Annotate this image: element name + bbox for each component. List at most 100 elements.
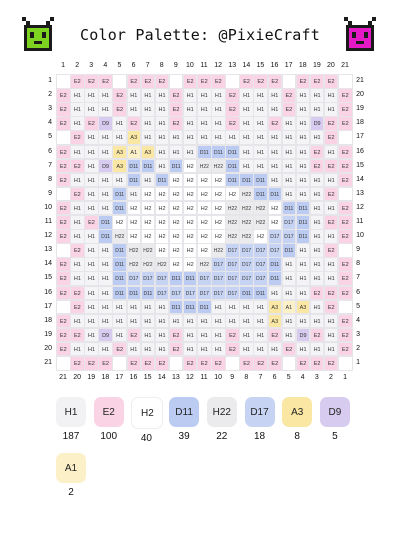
grid-cell: D17 (140, 271, 156, 286)
column-number-bottom: 8 (244, 374, 249, 382)
row-number-right: 15 (356, 161, 364, 169)
grid-cell: H2 (225, 186, 240, 202)
grid-cell: E2 (338, 144, 353, 160)
grid-cell (338, 299, 353, 315)
row-number-left: 21 (44, 359, 52, 366)
grid-cell: H1 (323, 172, 339, 188)
grid-cell: H1 (140, 327, 156, 343)
grid-cell: H1 (295, 285, 311, 301)
grid-cell: E2 (56, 172, 71, 188)
grid-cell: E2 (56, 215, 71, 230)
grid-cell: E2 (182, 356, 198, 371)
grid-cell: E2 (56, 88, 71, 103)
grid-cell: D11 (281, 243, 297, 258)
grid-cell: D11 (267, 186, 283, 202)
grid-cell: D17 (211, 285, 226, 301)
column-number-bottom: 2 (328, 374, 333, 382)
grid-cell: H1 (98, 299, 113, 315)
grid-cell: E2 (126, 116, 142, 131)
grid-cell: D11 (197, 299, 212, 315)
grid-cell: A3 (267, 313, 283, 329)
grid-cell: H22 (225, 200, 240, 216)
grid-cell: H1 (112, 172, 127, 188)
grid-cell: H1 (295, 243, 311, 258)
grid-cell: H2 (253, 229, 268, 244)
grid-cell: E2 (267, 356, 283, 371)
grid-cell: E2 (323, 356, 339, 371)
grid-cell: H2 (154, 215, 170, 230)
legend-swatch: H1 (56, 397, 86, 427)
grid-cell: E2 (323, 186, 339, 202)
legend-item: A3 8 (282, 397, 313, 442)
grid-cell: D11 (225, 144, 240, 160)
grid-cell: H22 (140, 257, 156, 272)
grid-cell: H1 (112, 116, 127, 131)
grid-cell: H2 (126, 200, 142, 216)
grid-cell: H2 (211, 215, 226, 230)
legend-count: 100 (100, 431, 118, 442)
legend-swatch: A3 (282, 397, 313, 427)
grid-cell: H1 (323, 88, 339, 103)
column-number-bottom: 21 (59, 374, 67, 382)
grid-cell: E2 (309, 74, 325, 89)
grid-cell: H1 (239, 116, 254, 131)
grid-cell: H1 (98, 102, 113, 117)
grid-cell: H2 (154, 243, 170, 258)
column-number-bottom: 14 (157, 374, 166, 382)
row-number-left: 6 (48, 147, 52, 155)
grid-cell (338, 356, 353, 371)
grid-cell: H1 (295, 116, 311, 131)
grid-cell: D17 (225, 257, 240, 272)
row-number-right: 10 (356, 232, 364, 240)
grid-cell: H1 (84, 229, 99, 244)
grid-cell: H1 (267, 341, 283, 357)
grid-cell: H1 (281, 313, 297, 329)
column-number-top: 7 (145, 62, 150, 69)
grid-cell: E2 (225, 327, 240, 343)
grid-cell: D17 (225, 285, 240, 301)
grid-cell (168, 74, 184, 89)
grid-cell (225, 356, 240, 371)
grid-cell: E2 (295, 356, 311, 371)
grid-cell: D11 (182, 271, 198, 286)
legend-count: 18 (253, 431, 266, 442)
grid-cell: H1 (98, 186, 113, 202)
grid-cell: D11 (197, 144, 212, 160)
grid-cell: H1 (211, 313, 226, 329)
grid-cell: E2 (56, 341, 71, 357)
row-number-right: 13 (356, 189, 364, 197)
column-number-top: 12 (214, 62, 223, 69)
grid-cell: E2 (112, 341, 127, 357)
grid-cell: D17 (168, 285, 184, 301)
row-number-left: 18 (44, 316, 52, 324)
grid-cell: H1 (309, 257, 325, 272)
grid-cell: D9 (309, 116, 325, 131)
grid-cell: H1 (168, 130, 184, 145)
grid-cell: H1 (140, 299, 156, 315)
grid-cell: H1 (98, 271, 113, 286)
grid-cell: D9 (295, 327, 311, 343)
column-number-bottom: 7 (258, 374, 263, 382)
grid-cell: H1 (253, 144, 268, 160)
grid-cell: H1 (211, 327, 226, 343)
grid-cell: D17 (225, 243, 240, 258)
grid-cell: H1 (295, 102, 311, 117)
grid-cell: E2 (338, 257, 353, 272)
grid-cell: H1 (281, 130, 297, 145)
page-title: Color Palette: @PixieCraft (80, 26, 320, 44)
grid-cell (56, 356, 71, 371)
row-number-right: 4 (356, 316, 360, 324)
grid-cell: D11 (253, 172, 268, 188)
grid-cell: E2 (56, 257, 71, 272)
grid-cell: H1 (309, 88, 325, 103)
grid-cell (56, 299, 71, 315)
row-number-right: 6 (356, 288, 360, 296)
grid-cell: H1 (98, 172, 113, 188)
grid-cell: H2 (182, 186, 198, 202)
grid-cell: H1 (154, 327, 170, 343)
grid-cell: H1 (84, 341, 99, 357)
grid-cell: D11 (154, 172, 170, 188)
grid-cell: H1 (154, 158, 170, 174)
grid-cell: A3 (140, 144, 156, 160)
grid-cell: H22 (197, 257, 212, 272)
